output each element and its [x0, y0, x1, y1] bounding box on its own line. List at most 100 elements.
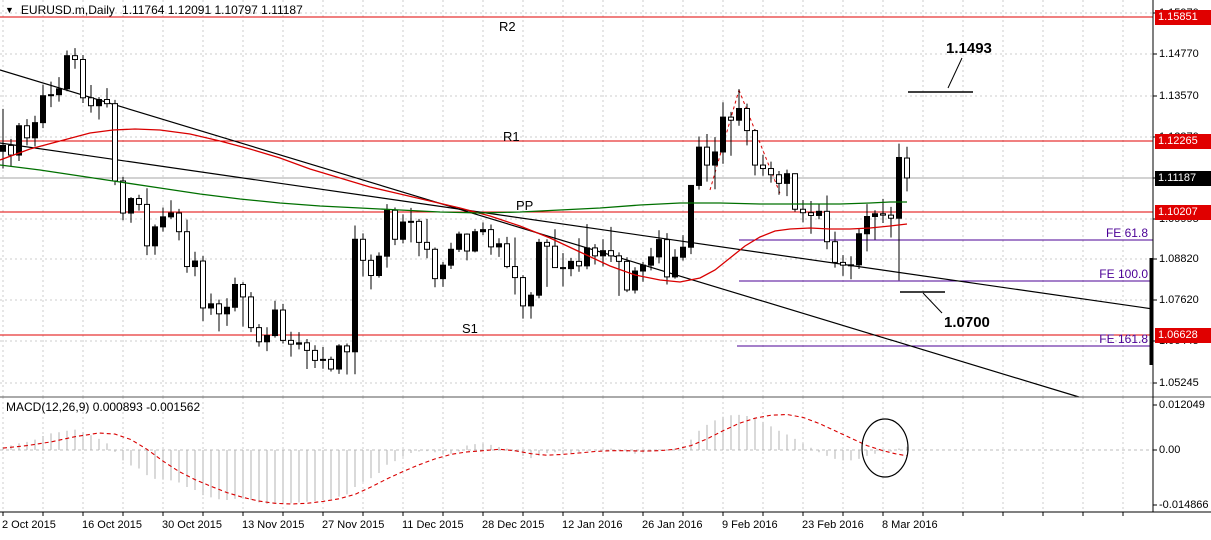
candle-body — [904, 157, 910, 179]
date-axis-label: 27 Nov 2015 — [322, 519, 385, 531]
candle-body — [520, 277, 526, 307]
candle-body — [200, 260, 206, 309]
candle-body — [544, 241, 550, 247]
trendline-2[interactable] — [0, 142, 1154, 310]
candle-body — [184, 231, 190, 268]
candle-body — [136, 198, 142, 205]
candle-body — [248, 296, 254, 329]
candle-body — [208, 303, 214, 309]
candle-body — [40, 95, 46, 124]
candle-body — [528, 294, 534, 307]
candle-body — [288, 339, 294, 345]
date-axis-label: 8 Mar 2016 — [882, 519, 938, 531]
price-level-badge: 1.10207 — [1155, 205, 1211, 220]
candle-body — [888, 214, 894, 219]
price-level-badge: 1.15851 — [1155, 10, 1211, 25]
candle-body — [472, 231, 478, 252]
candle-body — [648, 256, 654, 266]
candle-body — [144, 203, 150, 247]
candle-body — [424, 241, 430, 250]
date-axis-label: 9 Feb 2016 — [722, 519, 778, 531]
candle-body — [736, 107, 742, 121]
candle-body — [160, 216, 166, 228]
pivot-label-s1: S1 — [462, 321, 478, 336]
fe-level-label: FE 161.8 — [1099, 332, 1148, 346]
ma-red-line — [0, 128, 908, 283]
candle-body — [880, 213, 886, 216]
candle-body — [128, 198, 134, 214]
candle-body — [216, 303, 222, 315]
price-target-annotation[interactable]: 1.1493 — [946, 40, 992, 57]
symbol-marker-icon: ▼ — [5, 5, 14, 15]
macd-axis-label: -0.014866 — [1159, 499, 1209, 511]
candle-body — [800, 208, 806, 214]
candle-body — [856, 233, 862, 266]
candle-body — [496, 243, 502, 248]
candle-body — [344, 345, 350, 353]
candle-body — [808, 212, 814, 216]
candle-body — [360, 238, 366, 261]
candle-body — [816, 210, 822, 216]
candle-body — [840, 261, 846, 266]
candle-body — [88, 97, 94, 107]
fe-anchor-dash[interactable] — [738, 89, 782, 197]
candle-body — [24, 125, 30, 139]
candle-body — [168, 212, 174, 218]
candle-body — [792, 173, 798, 210]
candle-body — [512, 266, 518, 279]
candle-body — [824, 210, 830, 243]
date-axis-label: 28 Dec 2015 — [482, 519, 545, 531]
candle-body — [256, 327, 262, 343]
candle-body — [104, 99, 110, 105]
candle-body — [672, 256, 678, 278]
annotation-pointer[interactable] — [922, 292, 943, 314]
candle-body — [896, 156, 902, 219]
candle-body — [608, 250, 614, 257]
price-axis-label: 1.14770 — [1159, 48, 1199, 60]
candle-body — [72, 55, 78, 60]
candle-body — [400, 221, 406, 240]
candle-body — [832, 241, 838, 263]
ohlc-values: 1.11764 1.12091 1.10797 1.11187 — [121, 3, 303, 17]
candle-body — [768, 168, 774, 176]
candle-body — [688, 184, 694, 248]
date-axis-label: 12 Jan 2016 — [562, 519, 623, 531]
candle-body — [656, 239, 662, 258]
candle-body — [616, 255, 622, 262]
fe-anchor-dash[interactable] — [709, 89, 740, 191]
candle-body — [576, 260, 582, 267]
candle-body — [584, 247, 590, 267]
pivot-label-r2: R2 — [499, 19, 516, 34]
annotation-pointer[interactable] — [947, 57, 963, 89]
macd-axis-label: 0.012049 — [1159, 399, 1205, 411]
candle-body — [280, 309, 286, 341]
candle-body — [712, 151, 718, 166]
price-target-annotation[interactable]: 1.0700 — [944, 314, 990, 331]
candle-body — [112, 103, 118, 182]
candle-body — [120, 180, 126, 214]
macd-cross-circle[interactable] — [861, 418, 909, 478]
candle-body — [192, 260, 198, 268]
fe-level-label: FE 100.0 — [1099, 267, 1148, 281]
candle-body — [752, 130, 758, 166]
candle-body — [296, 342, 302, 345]
candle-body — [328, 358, 334, 370]
candle-body — [760, 164, 766, 170]
candle-body — [536, 241, 542, 296]
candle-body — [320, 358, 326, 361]
candle-body — [568, 260, 574, 270]
date-axis-label: 23 Feb 2016 — [802, 519, 864, 531]
candle-body — [304, 342, 310, 351]
candle-body — [16, 125, 22, 156]
date-axis-label: 13 Nov 2015 — [242, 519, 305, 531]
price-axis-label: 1.05245 — [1159, 377, 1199, 389]
candle-body — [848, 264, 854, 267]
candle-body — [352, 238, 358, 353]
pivot-label-pp: PP — [516, 198, 534, 213]
candle-body — [784, 173, 790, 184]
date-axis-label: 30 Oct 2015 — [162, 519, 222, 531]
candle-body — [240, 283, 246, 298]
candle-body — [312, 349, 318, 361]
macd-indicator-label: MACD(12,26,9) 0.000893 -0.001562 — [6, 400, 201, 414]
